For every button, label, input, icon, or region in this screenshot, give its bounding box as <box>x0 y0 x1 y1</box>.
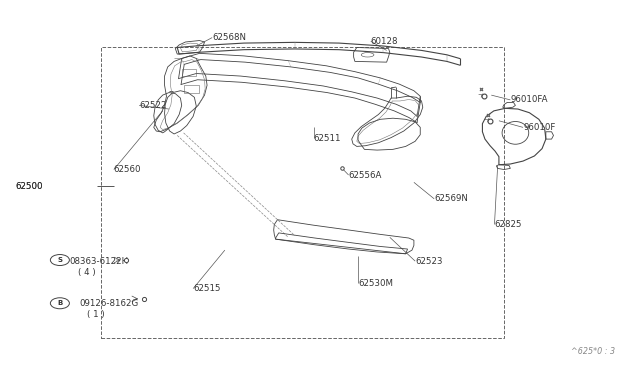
Text: 08363-6122H: 08363-6122H <box>69 257 129 266</box>
Text: 62522: 62522 <box>139 101 166 110</box>
Text: 62523: 62523 <box>415 257 443 266</box>
Text: 62530M: 62530M <box>358 279 393 288</box>
Text: ( 1 ): ( 1 ) <box>87 311 105 320</box>
Text: ^625*0 : 3: ^625*0 : 3 <box>571 347 615 356</box>
Text: 62568N: 62568N <box>212 33 246 42</box>
Text: S: S <box>58 257 62 263</box>
Text: 09126-8162G: 09126-8162G <box>79 299 138 308</box>
Text: 62560: 62560 <box>114 165 141 174</box>
Text: 62569N: 62569N <box>434 194 468 203</box>
Text: 62556A: 62556A <box>349 170 382 180</box>
Text: 96010F: 96010F <box>523 123 556 132</box>
Text: B: B <box>57 300 63 306</box>
Text: 60128: 60128 <box>371 37 398 46</box>
Text: ( 4 ): ( 4 ) <box>77 267 95 277</box>
Text: 62515: 62515 <box>193 284 221 293</box>
Text: 62500: 62500 <box>15 182 43 190</box>
Text: 62500: 62500 <box>15 182 43 190</box>
Text: 96010FA: 96010FA <box>510 95 548 105</box>
Text: 62511: 62511 <box>314 134 341 143</box>
Text: 62825: 62825 <box>495 220 522 229</box>
